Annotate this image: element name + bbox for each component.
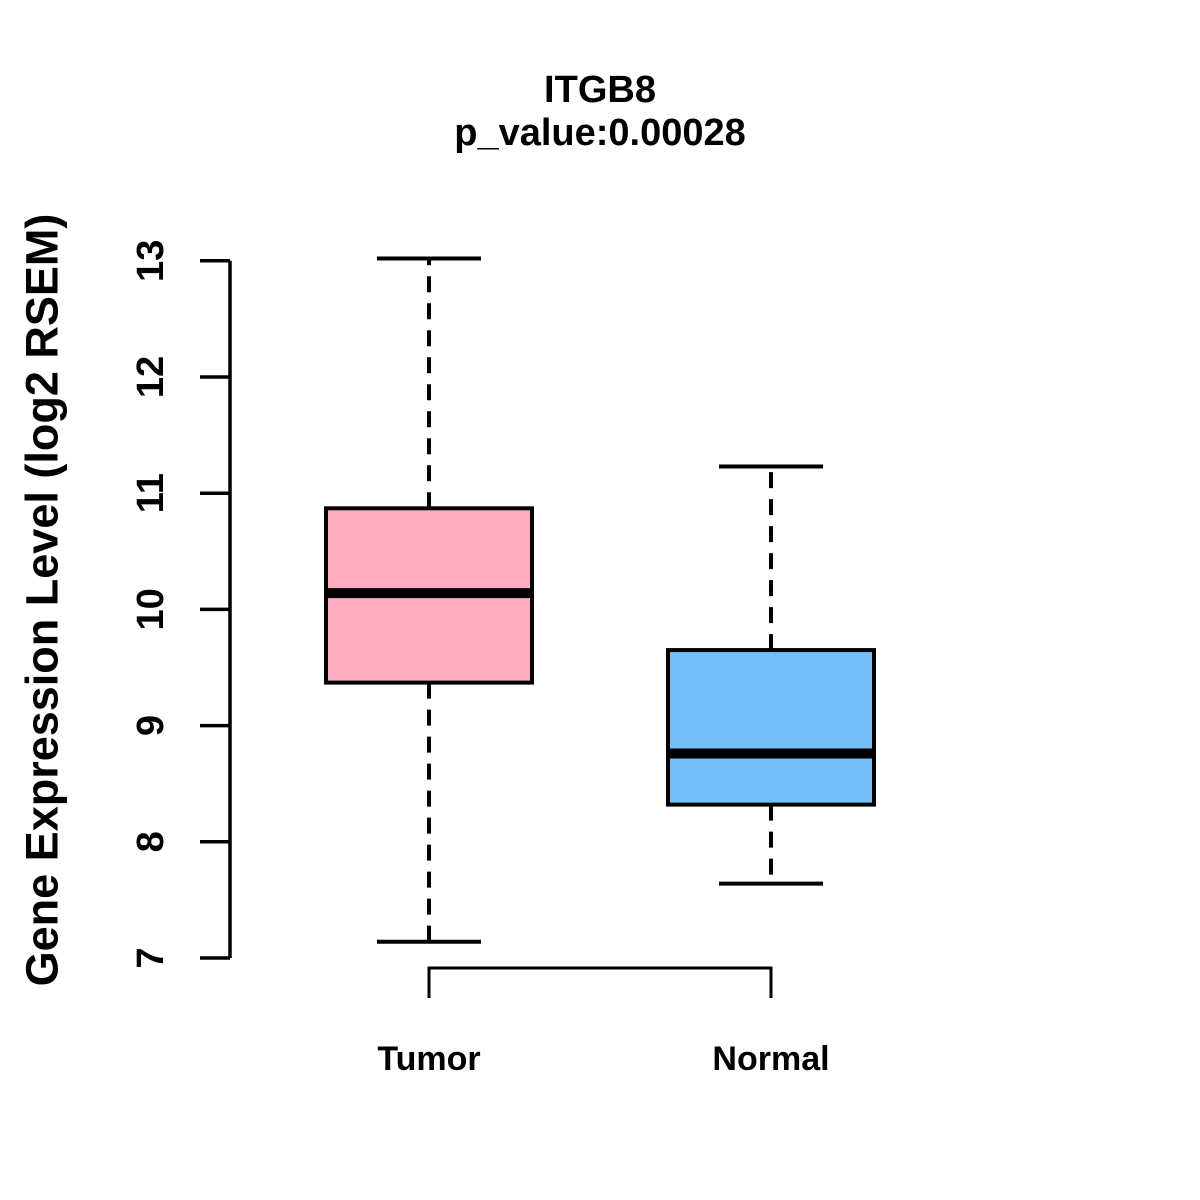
y-axis-tick-label-8: 8	[130, 831, 172, 852]
y-axis-tick-label-13: 13	[130, 240, 172, 282]
y-axis-tick-label-9: 9	[130, 715, 172, 736]
x-category-label-tumor: Tumor	[377, 1040, 481, 1078]
normal-box	[666, 648, 876, 807]
y-axis-tick-label-7: 7	[130, 947, 172, 968]
y-axis-tick-label-11: 11	[130, 473, 172, 513]
y-axis-tick-label-10: 10	[130, 588, 172, 630]
chart-subtitle-pvalue: p_value:0.00028	[454, 112, 746, 154]
y-axis-tick-label-12: 12	[130, 356, 172, 398]
chart-title: ITGB8	[544, 69, 656, 111]
comparison-bracket	[427, 966, 773, 998]
x-category-label-normal: Normal	[712, 1040, 830, 1078]
